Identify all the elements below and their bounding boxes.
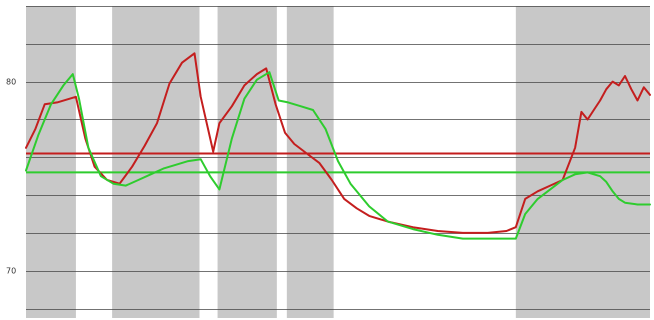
y-tick-labels: 70 80: [6, 78, 16, 276]
y-tick-label-0: 70: [6, 267, 16, 276]
y-tick-label-1: 80: [6, 78, 16, 87]
